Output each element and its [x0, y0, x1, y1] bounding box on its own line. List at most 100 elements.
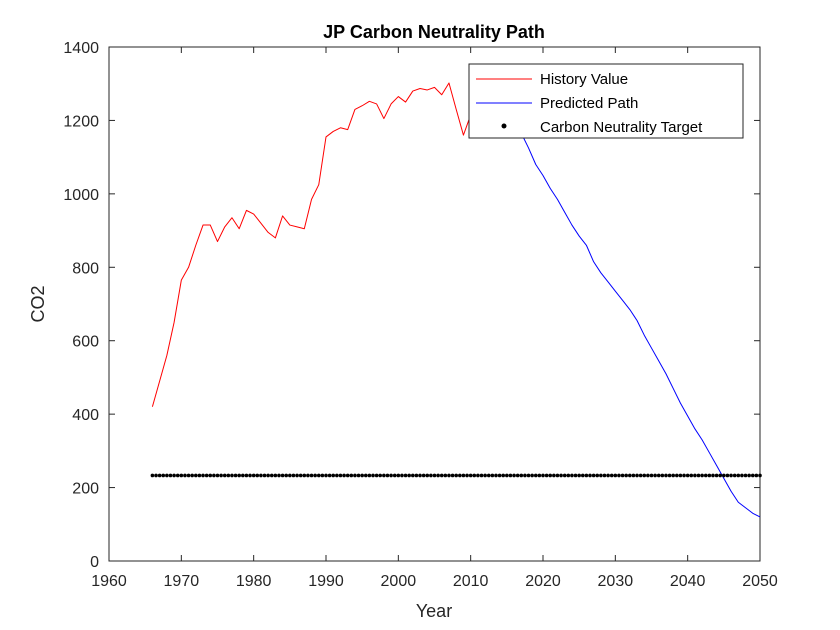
target-dot [479, 473, 484, 478]
target-dot [331, 473, 336, 478]
target-dot [465, 473, 469, 478]
target-dot [667, 473, 672, 478]
target-dot [194, 473, 198, 478]
target-dot [533, 473, 538, 478]
legend-label-history: History Value [540, 71, 628, 88]
target-dot [486, 473, 491, 478]
target-dot [363, 473, 368, 478]
target-dot [476, 473, 480, 478]
x-axis-label: Year [416, 601, 452, 621]
chart-title: JP Carbon Neutrality Path [323, 22, 545, 42]
target-dot [400, 473, 404, 478]
target-dot [617, 473, 621, 478]
target-dot [378, 473, 383, 478]
target-dot [324, 473, 328, 478]
target-dot [472, 473, 477, 478]
target-dot [407, 473, 411, 478]
series-line-1 [520, 133, 761, 518]
target-dot [758, 473, 762, 478]
legend-box [468, 63, 744, 139]
target-dot [432, 473, 437, 478]
target-dot [696, 473, 701, 478]
x-tick-label: 2040 [670, 573, 706, 590]
target-dot [248, 473, 252, 478]
target-dot [671, 473, 675, 478]
target-dot [429, 473, 433, 478]
target-dot [259, 473, 263, 478]
target-dot [439, 473, 444, 478]
target-dot [414, 473, 419, 478]
target-dot [168, 473, 173, 478]
target-dot [251, 473, 256, 478]
target-dot [573, 473, 578, 478]
target-dot [392, 473, 397, 478]
target-dot [277, 473, 281, 478]
target-dot [638, 473, 643, 478]
target-dot [707, 473, 712, 478]
target-dot [595, 473, 600, 478]
target-dot [740, 473, 744, 478]
target-dot [678, 473, 683, 478]
target-dot [700, 473, 704, 478]
target-dot [736, 473, 741, 478]
target-dot [316, 473, 321, 478]
x-tick-label: 2020 [525, 573, 561, 590]
target-dot [186, 473, 191, 478]
x-tick-label: 1990 [308, 573, 344, 590]
target-dot [754, 473, 759, 478]
target-dot [241, 473, 245, 478]
target-dot [566, 473, 571, 478]
target-dot [570, 473, 574, 478]
target-dot [620, 473, 625, 478]
target-dot [302, 473, 307, 478]
x-tick-label: 1970 [164, 573, 200, 590]
target-dot [338, 473, 343, 478]
target-dot [208, 473, 213, 478]
target-dot [371, 473, 375, 478]
target-dot [649, 473, 654, 478]
target-dot [519, 473, 524, 478]
x-tick-label: 2000 [381, 573, 417, 590]
target-dot [255, 473, 260, 478]
y-tick-label: 200 [72, 481, 99, 498]
target-dot [313, 473, 317, 478]
target-dot [219, 473, 223, 478]
target-dot [624, 473, 628, 478]
target-dot [273, 473, 278, 478]
target-dot [505, 473, 509, 478]
y-tick-label: 0 [90, 554, 99, 571]
target-dot [280, 473, 285, 478]
target-dot [675, 473, 679, 478]
target-dot [179, 473, 184, 478]
target-dot [320, 473, 325, 478]
target-dot [714, 473, 719, 478]
target-dot [602, 473, 607, 478]
target-dot [306, 473, 310, 478]
target-dot [353, 473, 357, 478]
target-dot [613, 473, 618, 478]
y-tick-label: 400 [72, 407, 99, 424]
target-dot [360, 473, 364, 478]
target-dot [154, 473, 158, 478]
target-dot [447, 473, 451, 478]
target-dot [443, 473, 448, 478]
y-axis: 0 200 400 600 800 1000 1200 1400 [63, 40, 760, 571]
target-dot [609, 473, 614, 478]
target-dot [711, 473, 715, 478]
target-dot [233, 473, 238, 478]
legend-label-target: Carbon Neutrality Target [540, 119, 703, 136]
target-dot [190, 473, 194, 478]
target-dot [635, 473, 639, 478]
target-dot [262, 473, 267, 478]
target-dot [750, 473, 755, 478]
target-dot [548, 473, 553, 478]
target-dot [588, 473, 592, 478]
x-tick-label: 2010 [453, 573, 489, 590]
target-dot [555, 473, 560, 478]
target-dot [732, 473, 737, 478]
target-dot [367, 473, 372, 478]
target-dot [266, 473, 270, 478]
target-dot [356, 473, 361, 478]
target-dot [606, 473, 610, 478]
